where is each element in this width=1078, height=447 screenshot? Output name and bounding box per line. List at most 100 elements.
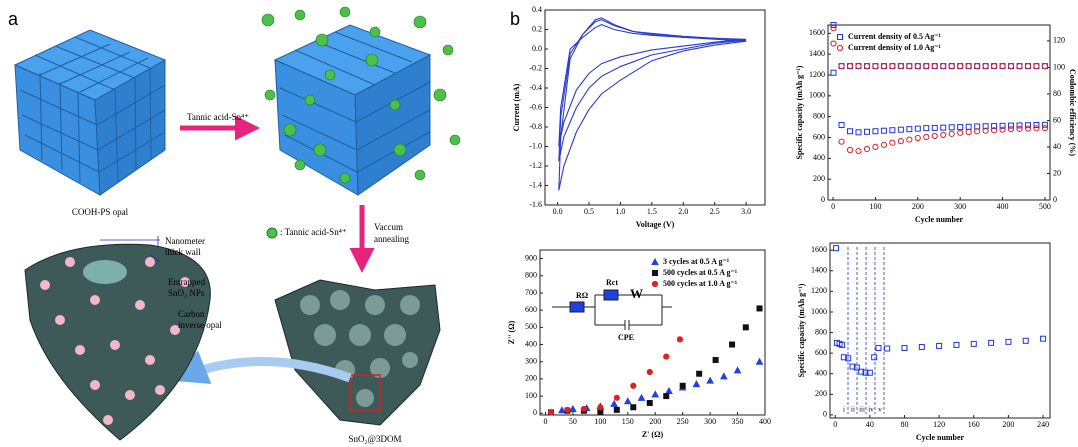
- point: [880, 62, 888, 70]
- plot-frame: [829, 242, 1051, 419]
- point: [1022, 337, 1029, 344]
- y-tick-label: 600: [525, 305, 537, 314]
- y-tick-label: -0.8: [529, 122, 542, 131]
- x-tick-label: 120: [933, 420, 945, 429]
- y-tick-label: 1000: [811, 307, 827, 316]
- point: [957, 124, 964, 131]
- point: [564, 406, 571, 413]
- point: [1007, 126, 1015, 133]
- y-tick-label: 0: [823, 410, 827, 419]
- y-tick-label: 400: [813, 153, 825, 162]
- point: [613, 394, 620, 401]
- x-tick-label: 240: [1037, 420, 1049, 429]
- point: [965, 128, 972, 136]
- point: [948, 130, 955, 137]
- y-tick-label: 100: [525, 391, 537, 400]
- y-tick-label: 0.0: [532, 44, 542, 53]
- opal-label: COOH-PS opal: [72, 207, 129, 217]
- point: [569, 404, 577, 412]
- point: [849, 363, 856, 370]
- point: [875, 345, 882, 351]
- point: [863, 145, 871, 153]
- cv-curve: [558, 17, 747, 191]
- tannic-spheres: [261, 6, 461, 184]
- legend-symbol: [837, 34, 843, 40]
- point: [547, 409, 555, 416]
- point: [906, 62, 913, 70]
- y-tick-label: -0.6: [529, 102, 542, 111]
- point: [1033, 62, 1040, 70]
- y2-tick-label: 80: [1053, 89, 1061, 98]
- point: [833, 245, 840, 252]
- np-label: SnO₂ NPs: [168, 288, 205, 298]
- point: [866, 369, 873, 376]
- point: [931, 124, 938, 131]
- legend-symbol: [651, 257, 659, 265]
- x-tick-label: 0: [831, 202, 835, 211]
- point: [1016, 122, 1023, 129]
- point: [953, 341, 960, 348]
- x-tick-label: 0.5: [584, 207, 594, 216]
- legend-label: 500 cycles at 0.5 A g⁻¹: [663, 268, 738, 277]
- x-tick-label: 100: [869, 202, 881, 211]
- point: [838, 138, 845, 145]
- y-tick-label: 200: [815, 389, 827, 398]
- point: [855, 129, 862, 136]
- point: [646, 399, 653, 406]
- y-tick-label: 700: [525, 288, 537, 297]
- y-tick-label: 600: [815, 348, 827, 357]
- point: [982, 62, 989, 70]
- y-tick-label: 300: [525, 357, 537, 366]
- point: [663, 393, 670, 400]
- legend-symbol: [836, 44, 844, 52]
- panel-label: a: [8, 9, 19, 29]
- y2-tick-label: 20: [1053, 168, 1061, 177]
- point: [597, 404, 604, 411]
- carbon-label: Carbon: [178, 309, 205, 319]
- point: [906, 136, 913, 143]
- x-tick-label: 0.0: [553, 207, 563, 216]
- point: [871, 354, 878, 361]
- point: [830, 69, 837, 76]
- x-tick-label: 40: [866, 420, 874, 429]
- point: [940, 131, 947, 138]
- y-tick-label: 1200: [809, 70, 825, 79]
- inset-label: W: [630, 286, 643, 301]
- point: [847, 128, 854, 135]
- point: [1024, 122, 1031, 129]
- x-tick-label: 50: [569, 417, 577, 426]
- y-tick-label: 800: [813, 111, 825, 120]
- point: [846, 146, 854, 154]
- x-tick-label: 400: [759, 417, 771, 426]
- inset-label: Rct: [606, 278, 618, 287]
- point: [830, 25, 837, 32]
- point: [665, 386, 673, 394]
- x-tick-label: 200: [1002, 420, 1014, 429]
- x-tick-label: 500: [1039, 202, 1051, 211]
- point: [1024, 62, 1032, 70]
- y-tick-label: -0.4: [529, 83, 542, 92]
- y2-tick-label: 40: [1053, 142, 1061, 151]
- x-tick-label: 200: [912, 202, 924, 211]
- legend-symbol: [651, 280, 659, 288]
- cv-curve: [558, 19, 747, 162]
- x-tick-label: 100: [594, 417, 606, 426]
- stage-label: ii: [851, 406, 855, 414]
- inset-label: CPE: [618, 333, 634, 342]
- point: [729, 341, 736, 348]
- point: [692, 380, 701, 388]
- point: [719, 372, 728, 380]
- point: [918, 343, 925, 350]
- y-tick-label: 1400: [811, 266, 827, 275]
- point: [855, 147, 862, 155]
- point: [999, 122, 1006, 129]
- point: [637, 393, 646, 401]
- point: [931, 62, 938, 70]
- point: [613, 406, 620, 413]
- x-tick-label: 160: [968, 420, 980, 429]
- point: [1024, 125, 1032, 132]
- y-tick-label: 1600: [811, 245, 827, 254]
- annealing-label: Vaccum: [374, 222, 403, 232]
- y-axis-label: Specific capacity (mAh g⁻¹): [797, 283, 806, 377]
- point: [1033, 122, 1040, 128]
